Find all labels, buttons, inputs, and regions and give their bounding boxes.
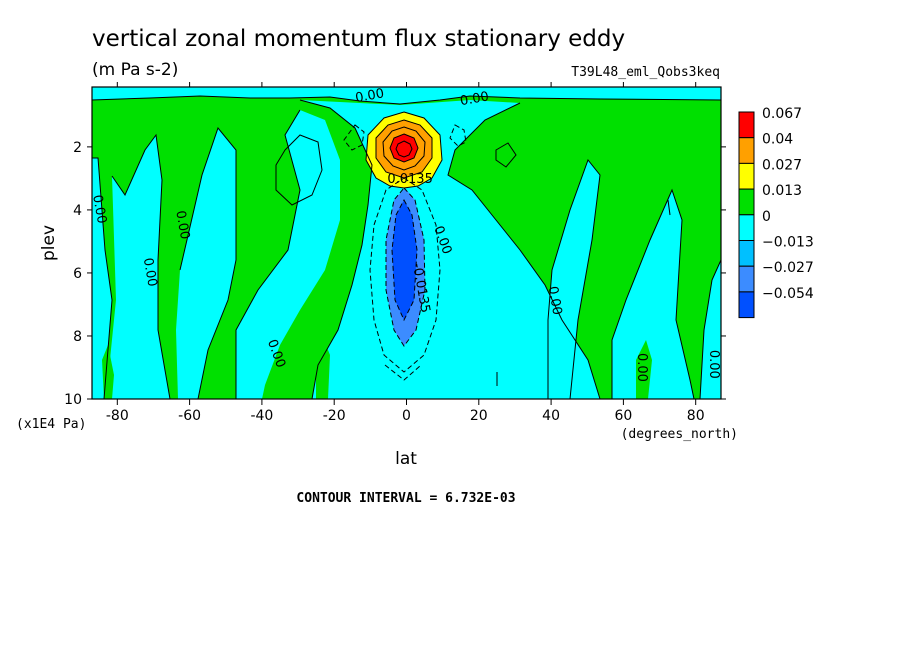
contour-label: 0.00 [634,353,649,382]
contour-label: 0.00 [706,350,721,379]
field-positive-red [390,134,418,162]
contour-labels: 0.000.000.000.000.00 0.000.01350.00-0.013… [89,86,721,382]
x-tick-label: -80 [106,408,129,424]
contour-lines-negative [343,124,467,381]
x-tick-label: 80 [687,408,705,424]
colorbar-label: 0.067 [762,106,802,122]
colorbar-swatch [738,291,755,319]
x-axis-ticks: -80 -60 -40 -20 0 20 40 60 80 [106,82,705,424]
contour-plot-area: 0.000.000.000.000.00 0.000.01350.00-0.013… [89,86,721,399]
contour-label: 0.00 [354,86,385,106]
contour-label: 0.00 [140,257,160,288]
contour-interval: CONTOUR INTERVAL = 6.732E-03 [296,491,515,506]
colorbar-label: −0.054 [762,286,814,302]
y-tick-label: 2 [73,140,82,156]
x-tick-label: 20 [470,408,488,424]
field-cyan-col-5 [548,160,600,399]
field-cyan-col-6 [612,190,694,399]
y-tick-label: 8 [73,329,82,345]
y-tick-label: 6 [73,266,82,282]
y-tick-label: 10 [64,392,82,408]
experiment-label: T39L48_eml_Qobs3keq [571,65,720,80]
x-axis-label: lat [395,449,417,469]
x-tick-label: 60 [614,408,632,424]
field-cyan-col-3 [176,128,236,399]
colorbar-label: −0.027 [762,260,814,276]
y-tick-label: 4 [73,203,82,219]
colorbar: 0.067 0.04 0.027 0.013 0 −0.013 −0.027 −0.054 [738,106,814,319]
contour-label: 0.00 [89,194,109,225]
field-cyan-top [92,87,721,104]
field-cyan-col-7 [700,260,721,399]
colorbar-swatch [738,240,755,267]
field-negative-core-inner [392,200,417,320]
y-axis-ticks: 2 4 6 8 10 [64,140,726,408]
x-tick-label: -40 [250,408,273,424]
colorbar-label: 0.04 [762,132,793,148]
contour-label: 0.0135 [387,172,433,187]
contour-label: 0.00 [172,209,192,240]
y-axis-units: (x1E4 Pa) [16,417,86,432]
field-green-patch-3 [636,340,652,399]
x-axis-units: (degrees_north) [621,427,738,442]
colorbar-swatch [738,111,755,139]
field-cyan-col-2 [106,135,170,399]
contour-label: 0.00 [459,89,490,109]
colorbar-swatch [738,137,755,164]
x-tick-label: 40 [542,408,560,424]
field-cyan-col-1 [92,158,112,399]
chart-units: (m Pa s-2) [92,60,178,80]
y-axis-label: plev [39,225,59,261]
x-tick-label: 0 [402,408,411,424]
colorbar-label: 0.027 [762,157,802,173]
colorbar-swatch [738,265,755,293]
colorbar-swatch [738,214,755,242]
contour-label: 0.00 [545,285,565,316]
x-tick-label: -60 [178,408,201,424]
colorbar-label: 0 [762,209,771,225]
field-cyan-col-4 [236,110,340,399]
colorbar-swatch [738,162,755,190]
colorbar-label: −0.013 [762,235,814,251]
chart-title: vertical zonal momentum flux stationary … [92,26,625,52]
colorbar-label: 0.013 [762,183,802,199]
x-tick-label: -20 [323,408,346,424]
colorbar-swatch [738,188,755,216]
